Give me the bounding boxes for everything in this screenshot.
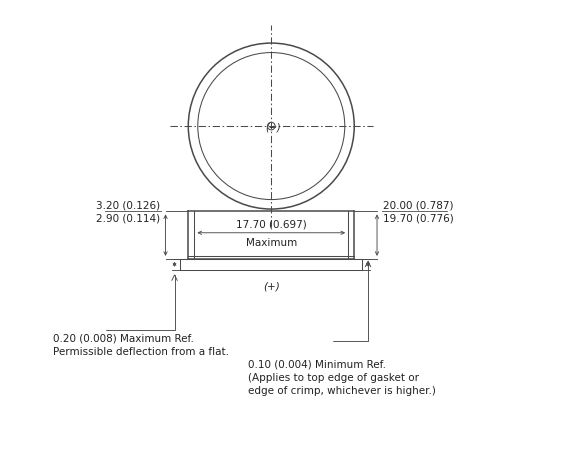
Text: 20.00 (0.787): 20.00 (0.787) (383, 200, 453, 210)
Text: 3.20 (0.126): 3.20 (0.126) (96, 200, 160, 210)
Text: 0.20 (0.008) Maximum Ref.
Permissible deflection from a flat.: 0.20 (0.008) Maximum Ref. Permissible de… (53, 333, 229, 356)
Text: (−): (−) (265, 122, 280, 132)
Text: 2.90 (0.114): 2.90 (0.114) (96, 213, 160, 223)
Text: 17.70 (0.697): 17.70 (0.697) (236, 219, 307, 229)
Text: 0.10 (0.004) Minimum Ref.
(Applies to top edge of gasket or
edge of crimp, which: 0.10 (0.004) Minimum Ref. (Applies to to… (248, 359, 436, 395)
Text: (+): (+) (263, 280, 280, 290)
Text: Maximum: Maximum (246, 237, 297, 247)
Text: 19.70 (0.776): 19.70 (0.776) (383, 213, 453, 223)
